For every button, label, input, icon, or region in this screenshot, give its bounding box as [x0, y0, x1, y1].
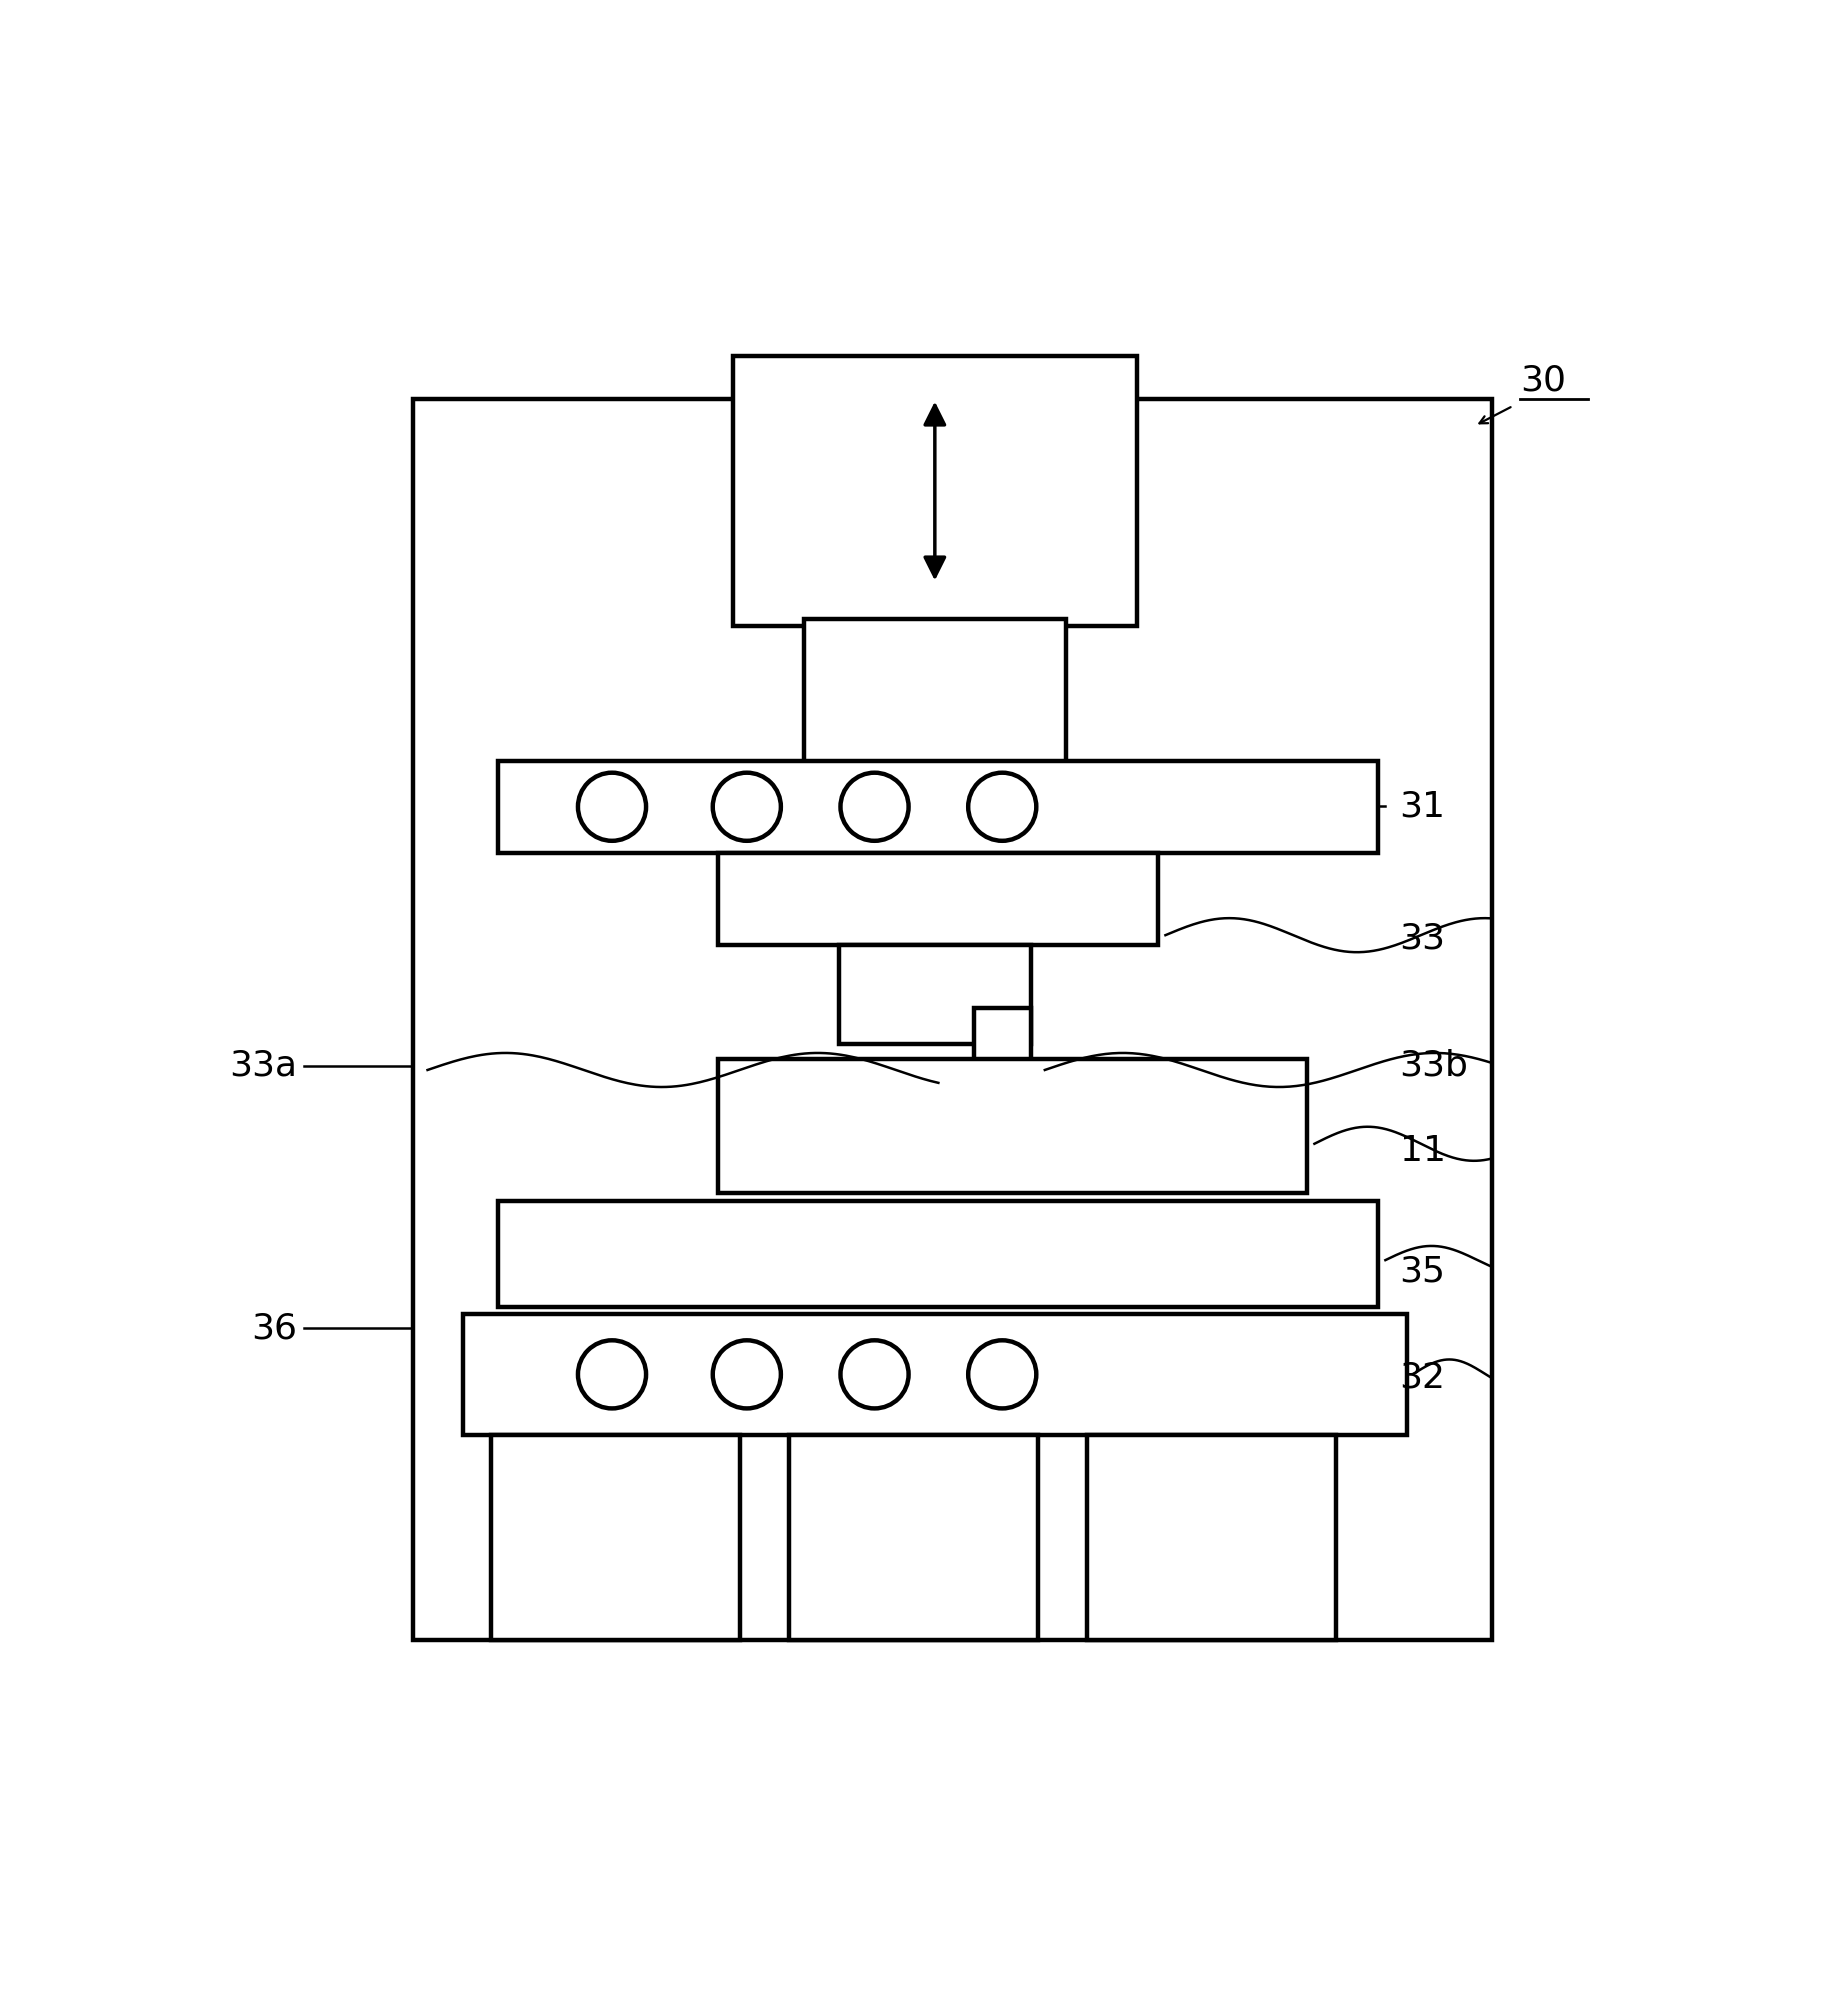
Circle shape	[968, 773, 1036, 841]
Circle shape	[840, 1340, 908, 1408]
Bar	[974, 1008, 1030, 1076]
Circle shape	[712, 773, 780, 841]
Bar	[717, 853, 1158, 946]
Bar	[717, 1058, 1307, 1193]
Bar	[498, 1201, 1378, 1308]
Text: 11: 11	[1398, 1135, 1444, 1167]
Text: 30: 30	[1519, 364, 1565, 396]
Circle shape	[712, 1340, 780, 1408]
Bar	[490, 1435, 739, 1640]
Text: 35: 35	[1398, 1255, 1444, 1288]
Circle shape	[578, 1340, 646, 1408]
Text: 31: 31	[1398, 789, 1444, 823]
Bar	[498, 761, 1378, 853]
Text: 33b: 33b	[1398, 1048, 1468, 1082]
Text: 33: 33	[1398, 921, 1444, 956]
Circle shape	[578, 773, 646, 841]
Bar	[789, 1435, 1038, 1640]
Circle shape	[840, 773, 908, 841]
Text: 33a: 33a	[229, 1048, 296, 1082]
Circle shape	[968, 1340, 1036, 1408]
Text: 32: 32	[1398, 1360, 1444, 1394]
Bar	[732, 356, 1136, 626]
Bar	[414, 398, 1491, 1640]
Text: 36: 36	[251, 1312, 296, 1346]
Bar	[838, 946, 1030, 1044]
Bar	[803, 620, 1065, 881]
Bar	[1087, 1435, 1336, 1640]
Bar	[463, 1314, 1405, 1435]
